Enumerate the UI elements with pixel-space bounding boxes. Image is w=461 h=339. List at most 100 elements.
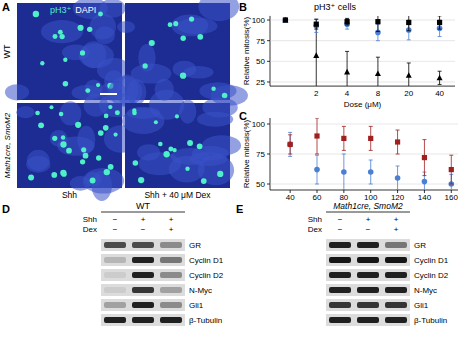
chart-title: pH3⁺ cells [314,2,356,12]
ph3-nucleus [132,108,136,112]
x-axis [270,86,455,87]
error-cap [396,166,400,167]
band [357,302,379,308]
error-cap [369,150,373,151]
protein-label: Cyclin D1 [189,256,224,265]
blot-strip [101,299,185,311]
dapi-region [77,126,95,153]
grid-line [270,81,455,82]
band [357,287,379,293]
ph3-nucleus [59,112,64,117]
panel-letter: B [239,1,247,13]
y-axis-label: Relative mitosis(%) [242,119,251,188]
error-cap [314,19,318,20]
ph3-nucleus [113,132,117,136]
marks [282,16,442,86]
ph3-nucleus [33,11,39,17]
point [314,22,319,27]
y-tick [267,154,270,155]
ph3-nucleus [142,63,147,68]
y-tick [267,61,270,62]
grid-line [270,20,455,21]
error-cap [288,134,292,135]
point [341,136,346,141]
error-cap [396,154,400,155]
ph3-nucleus [85,88,90,93]
error-cap [422,139,426,140]
band [104,317,126,323]
error-cap [342,154,346,155]
ph3-nucleus [201,178,207,184]
condition-sign: − [113,225,118,234]
ph3-nucleus [187,140,193,146]
y-tick-label: 100 [252,16,266,25]
y-tick [267,20,270,21]
row-label: WT [2,44,12,58]
point [437,75,443,81]
error-cap [422,175,426,176]
dapi-region [16,106,34,118]
band [385,272,407,278]
error-cap [288,154,292,155]
panel-letter: D [2,203,10,215]
title-rule [101,212,185,213]
condition-sign: + [394,215,399,224]
stain-ph3: pH3⁺ [50,5,72,15]
chart: 2550751002482040pH3⁺ cellsDose (μM)Relat… [242,2,455,109]
ph3-nucleus [180,73,186,79]
ph3-nucleus [83,153,89,159]
band [132,317,154,323]
protein-label: Gli1 [414,301,429,310]
band [329,257,351,263]
band [385,317,407,323]
point [422,179,428,185]
title-rule [326,212,410,213]
ph3-nucleus [87,27,92,32]
ph3-nucleus [104,169,110,175]
ph3-nucleus [40,61,44,65]
x-tick-label: 40 [435,89,444,98]
ph3-nucleus [149,40,155,46]
error-cap [288,132,292,133]
grid-line [270,154,458,155]
ph3-nucleus [173,21,178,26]
protein-label: GR [414,241,426,250]
blot-strip [101,239,185,251]
error-cap [345,18,349,19]
x-tick-label: 20 [404,89,413,98]
y-tick-label: 50 [256,57,265,66]
background [0,0,461,339]
point [375,71,381,77]
dapi-region [5,84,29,100]
micrograph [122,90,241,188]
ph3-nucleus [77,25,83,31]
point [344,69,350,75]
ph3-nucleus [108,105,112,109]
point [368,169,374,175]
ph3-nucleus [81,147,86,152]
ph3-nucleus [66,148,72,154]
y-axis [270,16,271,86]
ph3-nucleus [168,146,173,151]
dapi-region [92,171,112,202]
band [160,257,182,263]
error-cap [314,32,318,33]
band [104,272,126,278]
ph3-nucleus [163,151,169,157]
protein-label: GR [189,241,201,250]
condition-sign: + [169,215,174,224]
error-bar [407,16,411,31]
error-line [347,51,348,86]
condition-label: Dex [308,225,322,234]
point [406,72,412,78]
blot-strip [101,254,185,266]
ph3-nucleus [63,81,69,87]
blot-strip [326,314,410,326]
ph3-nucleus [211,86,215,90]
point [437,20,442,25]
point [395,139,400,144]
y-tick-label: 50 [256,180,265,189]
ph3-nucleus [103,125,109,131]
band [132,302,154,308]
error-bar [376,16,380,32]
